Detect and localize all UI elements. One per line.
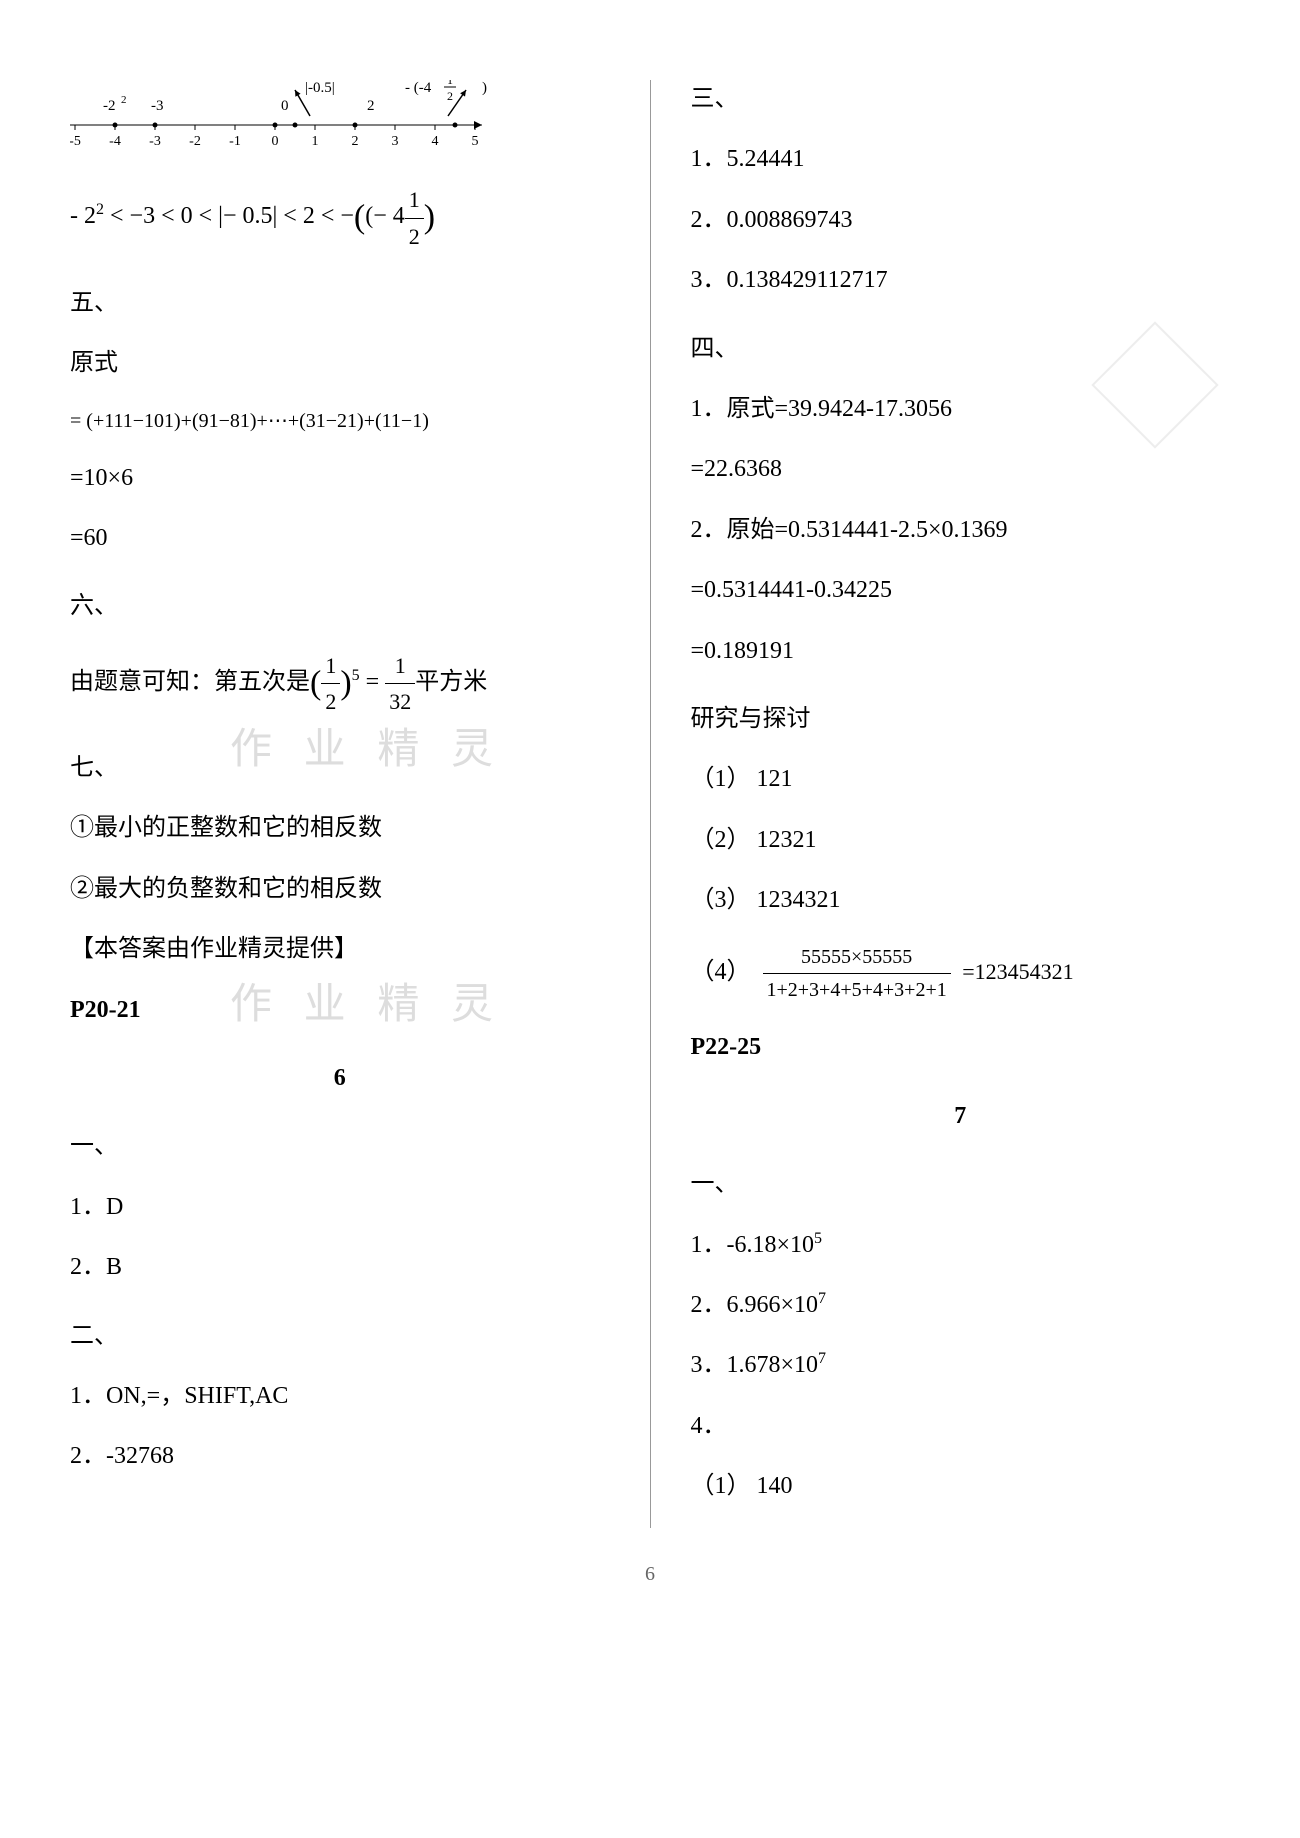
svg-text:3: 3 xyxy=(392,134,399,149)
research-1: （1） 121 xyxy=(691,760,1231,798)
research-4: （4） 55555×555551+2+3+4+5+4+3+2+1 =123454… xyxy=(691,941,1231,1006)
ineq-sup1: 2 xyxy=(96,202,104,219)
sec5-line2: =10×6 xyxy=(70,459,610,497)
column-divider xyxy=(650,80,651,1528)
ineq-part2: < −3 < 0 < |− 0.5| < 2 < − xyxy=(104,204,354,230)
svg-text:5: 5 xyxy=(472,134,479,149)
research-heading: 研究与探讨 xyxy=(691,700,1231,738)
left-s2: 二、 xyxy=(70,1317,610,1355)
right-sec4-2: 2．原始=0.5314441-2.5×0.1369 xyxy=(691,511,1231,549)
left-column: -5-4-3-2-1012345-22-30|-0.5|2- (-4)12 - … xyxy=(70,80,610,1528)
svg-text:0: 0 xyxy=(272,134,279,149)
s1-3a: 3．1.678 xyxy=(691,1352,781,1378)
r4-num: 55555×55555 xyxy=(763,941,951,974)
svg-text:-1: -1 xyxy=(229,134,241,149)
ineq-frac-num: 1 xyxy=(405,182,424,218)
r4-den: 1+2+3+4+5+4+3+2+1 xyxy=(763,974,951,1006)
section-7: 七、 xyxy=(70,749,610,787)
heading-7: 7 xyxy=(691,1097,1231,1135)
sec5-expression: = (+111−101)+(91−81)+⋯+(31−21)+(11−1) xyxy=(70,405,610,437)
research-3: （3） 1234321 xyxy=(691,881,1231,919)
right-s1-2: 2．6.966×107 xyxy=(691,1286,1231,1324)
right-sec3-3: 3．0.138429112717 xyxy=(691,261,1231,299)
sec5-line3: =60 xyxy=(70,519,610,557)
svg-text:4: 4 xyxy=(432,134,439,149)
right-sec3: 三、 xyxy=(691,80,1231,118)
heading-6: 6 xyxy=(70,1059,610,1097)
s1-2a: 2．6.966 xyxy=(691,1292,781,1318)
right-column: 三、 1．5.24441 2．0.008869743 3．0.138429112… xyxy=(691,80,1231,1528)
section-6: 六、 xyxy=(70,587,610,625)
r4-eq: =123454321 xyxy=(957,959,1074,984)
sec6-f1-num: 1 xyxy=(321,648,340,684)
sec6-exp: 5 xyxy=(352,667,360,684)
sec6-post: 平方米 xyxy=(415,669,487,695)
s1-1exp: 5 xyxy=(814,1230,822,1247)
right-s1-4-1: （1） 140 xyxy=(691,1467,1231,1505)
svg-text:-3: -3 xyxy=(149,134,161,149)
ineq-part1: - 2 xyxy=(70,204,96,230)
left-s1-2: 2．B xyxy=(70,1248,610,1286)
sec6-eq: = xyxy=(360,669,386,695)
credit-line: 【本答案由作业精灵提供】 xyxy=(70,930,610,968)
sec5-text1: 原式 xyxy=(70,344,610,382)
ineq-frac-den: 2 xyxy=(405,219,424,254)
right-sec4-2b: =0.5314441-0.34225 xyxy=(691,571,1231,609)
s1-1a: 1．-6.18 xyxy=(691,1232,777,1258)
left-s1: 一、 xyxy=(70,1127,610,1165)
svg-text:1: 1 xyxy=(447,80,453,87)
right-sec4-2c: =0.189191 xyxy=(691,632,1231,670)
page-ref-1: P20-21 xyxy=(70,991,610,1029)
s1-1b: ×10 xyxy=(777,1232,815,1258)
right-sec3-1: 1．5.24441 xyxy=(691,140,1231,178)
page-ref-2: P22-25 xyxy=(691,1028,1231,1066)
svg-text:-3: -3 xyxy=(151,98,164,114)
svg-text:|-0.5|: |-0.5| xyxy=(305,80,335,96)
sec6-line: 由题意可知：第五次是(12)5 = 132平方米 xyxy=(70,648,610,719)
left-s2-1: 1．ON,=，SHIFT,AC xyxy=(70,1377,610,1415)
sec7-line2: ②最大的负整数和它的相反数 xyxy=(70,870,610,908)
left-s1-1: 1．D xyxy=(70,1188,610,1226)
right-s1-1: 1．-6.18×105 xyxy=(691,1226,1231,1264)
svg-text:-4: -4 xyxy=(109,134,121,149)
svg-text:- (-4: - (-4 xyxy=(405,80,432,96)
section-5: 五、 xyxy=(70,284,610,322)
sec6-f2-den: 32 xyxy=(385,684,415,719)
left-s2-2: 2．-32768 xyxy=(70,1437,610,1475)
svg-text:-2: -2 xyxy=(103,98,116,114)
r4-label: （4） xyxy=(691,959,751,985)
s1-2exp: 7 xyxy=(818,1290,826,1307)
research-2: （2） 12321 xyxy=(691,821,1231,859)
inequality-expression: - 22 < −3 < 0 < |− 0.5| < 2 < −((− 412) xyxy=(70,182,610,253)
right-s1: 一、 xyxy=(691,1165,1231,1203)
right-sec4-1b: =22.6368 xyxy=(691,450,1231,488)
number-line-diagram: -5 -4 -3 -2 -1 0 1 2 3 4 5 -2 2 -3 0 |-0.5| 2 - (-4) 1 2 xyxy=(70,80,610,167)
sec6-pre: 由题意可知：第五次是 xyxy=(70,669,310,695)
sec6-f2-num: 1 xyxy=(385,648,415,684)
two-column-layout: -5-4-3-2-1012345-22-30|-0.5|2- (-4)12 - … xyxy=(70,80,1230,1528)
right-s1-4: 4． xyxy=(691,1407,1231,1445)
svg-text:2: 2 xyxy=(121,94,127,106)
s1-2b: ×10 xyxy=(781,1292,819,1318)
svg-text:2: 2 xyxy=(367,98,375,114)
svg-text:2: 2 xyxy=(352,134,359,149)
svg-text:1: 1 xyxy=(312,134,319,149)
svg-text:-2: -2 xyxy=(189,134,201,149)
svg-text:): ) xyxy=(482,80,487,96)
s1-3exp: 7 xyxy=(818,1350,826,1367)
page-number: 6 xyxy=(70,1558,1230,1590)
s1-3b: ×10 xyxy=(781,1352,819,1378)
right-sec3-2: 2．0.008869743 xyxy=(691,201,1231,239)
sec7-line1: ①最小的正整数和它的相反数 xyxy=(70,809,610,847)
svg-text:-5: -5 xyxy=(70,134,81,149)
ineq-before-frac: (− 4 xyxy=(365,204,405,230)
sec6-f1-den: 2 xyxy=(321,684,340,719)
svg-text:2: 2 xyxy=(447,89,453,103)
right-s1-3: 3．1.678×107 xyxy=(691,1346,1231,1384)
svg-text:0: 0 xyxy=(281,98,289,114)
